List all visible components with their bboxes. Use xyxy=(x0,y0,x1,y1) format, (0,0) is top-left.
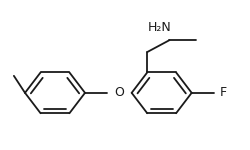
Text: H₂N: H₂N xyxy=(148,21,171,34)
Text: O: O xyxy=(114,86,124,99)
Text: F: F xyxy=(220,86,226,99)
